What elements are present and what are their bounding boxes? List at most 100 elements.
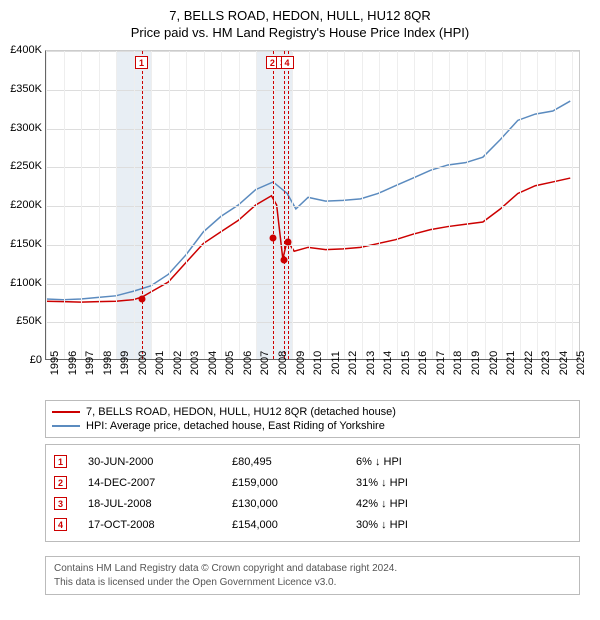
x-axis-label: 2010: [312, 351, 324, 375]
grid-line-v: [397, 51, 398, 359]
x-axis-label: 2004: [207, 351, 219, 375]
chart-plot-area: [45, 50, 580, 360]
grid-line-v: [467, 51, 468, 359]
grid-line-h: [46, 90, 579, 91]
grid-line-v: [555, 51, 556, 359]
x-axis-label: 1999: [119, 351, 131, 375]
grid-line-v: [116, 51, 117, 359]
sales-marker-icon: 1: [54, 455, 67, 468]
sales-row: 2 14-DEC-2007 £159,000 31% ↓ HPI: [54, 472, 571, 493]
grid-line-v: [292, 51, 293, 359]
sale-point: [285, 238, 292, 245]
sales-price: £154,000: [232, 519, 352, 531]
sales-table: 1 30-JUN-2000 £80,495 6% ↓ HPI 2 14-DEC-…: [45, 444, 580, 542]
x-axis-label: 2020: [488, 351, 500, 375]
marker-box: 1: [135, 56, 148, 69]
grid-line-v: [502, 51, 503, 359]
marker-line: [284, 51, 285, 359]
x-axis-label: 2012: [347, 351, 359, 375]
footer-box: Contains HM Land Registry data © Crown c…: [45, 556, 580, 595]
x-axis-label: 2006: [242, 351, 254, 375]
x-axis-label: 1997: [84, 351, 96, 375]
x-axis-label: 2008: [277, 351, 289, 375]
grid-line-v: [256, 51, 257, 359]
grid-line-v: [344, 51, 345, 359]
grid-line-v: [169, 51, 170, 359]
x-axis-label: 2003: [189, 351, 201, 375]
y-axis-label: £400K: [2, 44, 42, 56]
x-axis-label: 2017: [435, 351, 447, 375]
sales-marker-icon: 4: [54, 518, 67, 531]
x-axis-label: 2001: [154, 351, 166, 375]
grid-line-v: [64, 51, 65, 359]
grid-line-h: [46, 51, 579, 52]
sales-row: 4 17-OCT-2008 £154,000 30% ↓ HPI: [54, 514, 571, 535]
x-axis-label: 2013: [365, 351, 377, 375]
grid-line-v: [134, 51, 135, 359]
sale-point: [139, 295, 146, 302]
grid-line-h: [46, 245, 579, 246]
sales-row: 1 30-JUN-2000 £80,495 6% ↓ HPI: [54, 451, 571, 472]
grid-line-h: [46, 167, 579, 168]
x-axis-label: 2016: [417, 351, 429, 375]
x-axis-label: 2007: [259, 351, 271, 375]
y-axis-label: £100K: [2, 277, 42, 289]
sale-point: [270, 234, 277, 241]
legend-row-property: 7, BELLS ROAD, HEDON, HULL, HU12 8QR (de…: [52, 405, 573, 419]
legend-box: 7, BELLS ROAD, HEDON, HULL, HU12 8QR (de…: [45, 400, 580, 438]
grid-line-h: [46, 206, 579, 207]
grid-line-v: [99, 51, 100, 359]
grid-line-v: [379, 51, 380, 359]
grid-line-v: [46, 51, 47, 359]
sales-diff: 6% ↓ HPI: [356, 456, 456, 468]
x-axis-label: 2002: [172, 351, 184, 375]
sales-date: 30-JUN-2000: [88, 456, 228, 468]
x-axis-label: 2000: [137, 351, 149, 375]
x-axis-label: 2024: [558, 351, 570, 375]
chart-container: 7, BELLS ROAD, HEDON, HULL, HU12 8QR Pri…: [0, 0, 600, 620]
grid-line-v: [537, 51, 538, 359]
x-axis-label: 2018: [452, 351, 464, 375]
x-axis-label: 2011: [330, 351, 342, 375]
footer-line2: This data is licensed under the Open Gov…: [54, 576, 571, 590]
grid-line-h: [46, 129, 579, 130]
legend-row-hpi: HPI: Average price, detached house, East…: [52, 419, 573, 433]
grid-line-v: [432, 51, 433, 359]
marker-line: [273, 51, 274, 359]
x-axis-label: 2009: [295, 351, 307, 375]
x-axis-label: 2021: [505, 351, 517, 375]
title-address: 7, BELLS ROAD, HEDON, HULL, HU12 8QR: [0, 0, 600, 23]
y-axis-label: £200K: [2, 199, 42, 211]
x-axis-label: 2023: [540, 351, 552, 375]
x-axis-label: 2022: [523, 351, 535, 375]
sales-price: £159,000: [232, 477, 352, 489]
grid-line-v: [204, 51, 205, 359]
grid-line-v: [414, 51, 415, 359]
grid-line-v: [239, 51, 240, 359]
grid-line-v: [186, 51, 187, 359]
marker-box: 4: [281, 56, 294, 69]
y-axis-label: £300K: [2, 122, 42, 134]
sales-date: 14-DEC-2007: [88, 477, 228, 489]
x-axis-label: 2005: [224, 351, 236, 375]
x-axis-label: 1998: [102, 351, 114, 375]
x-axis-label: 2019: [470, 351, 482, 375]
grid-line-h: [46, 322, 579, 323]
grid-line-v: [221, 51, 222, 359]
sales-marker-icon: 3: [54, 497, 67, 510]
grid-line-h: [46, 284, 579, 285]
sales-diff: 30% ↓ HPI: [356, 519, 456, 531]
x-axis-label: 2014: [382, 351, 394, 375]
chart-svg: [46, 51, 579, 359]
sales-diff: 42% ↓ HPI: [356, 498, 456, 510]
grid-line-v: [151, 51, 152, 359]
x-axis-label: 2015: [400, 351, 412, 375]
marker-line: [142, 51, 143, 359]
legend-swatch-hpi: [52, 425, 80, 427]
sales-diff: 31% ↓ HPI: [356, 477, 456, 489]
sale-point: [280, 257, 287, 264]
legend-swatch-property: [52, 411, 80, 413]
grid-line-v: [572, 51, 573, 359]
footer-line1: Contains HM Land Registry data © Crown c…: [54, 562, 571, 576]
grid-line-v: [449, 51, 450, 359]
